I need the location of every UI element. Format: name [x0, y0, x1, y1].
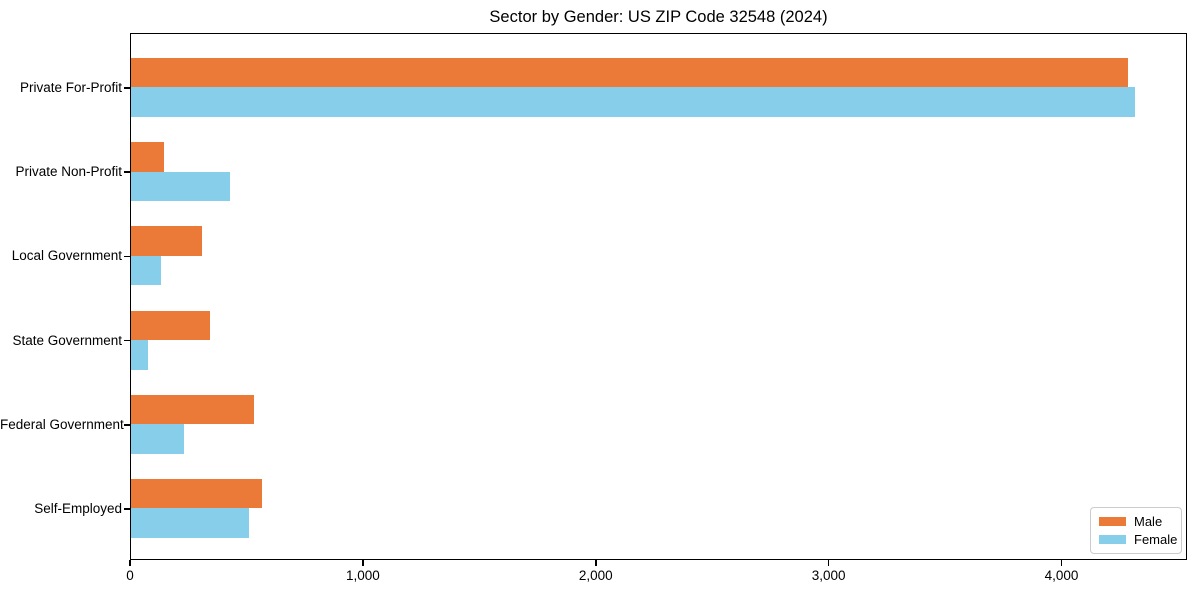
legend-swatch-male — [1099, 517, 1126, 526]
legend-label-male: Male — [1134, 514, 1163, 529]
bar-female-state-government — [131, 340, 149, 370]
bar-male-federal-government — [131, 394, 255, 425]
bar-female-private-non-profit — [131, 171, 230, 202]
x-tick-label-2-000: 2,000 — [578, 568, 613, 583]
bar-male-self-employed — [131, 478, 263, 509]
x-tick-label-4-000: 4,000 — [1044, 568, 1079, 583]
legend-label-female: Female — [1134, 532, 1178, 547]
bar-female-local-government — [131, 255, 161, 286]
y-tick-mark — [124, 424, 130, 426]
bar-female-self-employed — [131, 508, 249, 538]
y-tick-mark — [124, 508, 130, 510]
x-tick-mark — [1060, 560, 1063, 566]
legend: Male Female — [1090, 507, 1182, 554]
x-tick-label-0: 0 — [126, 568, 134, 583]
x-tick-label-3-000: 3,000 — [811, 568, 846, 583]
bar-male-state-government — [131, 310, 211, 340]
y-tick-label-private-for-profit: Private For-Profit — [19, 80, 122, 95]
y-tick-mark — [124, 339, 130, 342]
y-tick-mark — [124, 255, 130, 258]
x-tick-mark — [827, 560, 830, 566]
y-tick-label-federal-government: Federal Government — [0, 416, 124, 432]
bar-male-private-for-profit — [131, 57, 1128, 88]
x-tick-mark — [362, 560, 364, 566]
legend-swatch-female — [1099, 535, 1126, 544]
legend-entry-female: Female — [1099, 532, 1177, 547]
y-tick-mark — [124, 87, 130, 89]
bar-male-local-government — [131, 226, 203, 256]
y-tick-label-state-government: State Government — [12, 332, 122, 348]
x-tick-label-1-000: 1,000 — [345, 568, 380, 583]
legend-entry-male: Male — [1099, 514, 1173, 529]
plot-area — [130, 33, 1187, 560]
y-tick-label-self-employed: Self-Employed — [34, 501, 122, 516]
y-tick-mark — [124, 171, 130, 173]
bar-female-private-for-profit — [131, 87, 1135, 117]
y-tick-label-private-non-profit: Private Non-Profit — [15, 164, 122, 180]
y-tick-label-local-government: Local Government — [11, 248, 122, 264]
x-tick-mark — [129, 560, 131, 566]
bar-male-private-non-profit — [131, 142, 164, 172]
chart-title: Sector by Gender: US ZIP Code 32548 (202… — [489, 8, 828, 26]
bar-female-federal-government — [131, 424, 185, 454]
x-tick-mark — [595, 560, 597, 566]
